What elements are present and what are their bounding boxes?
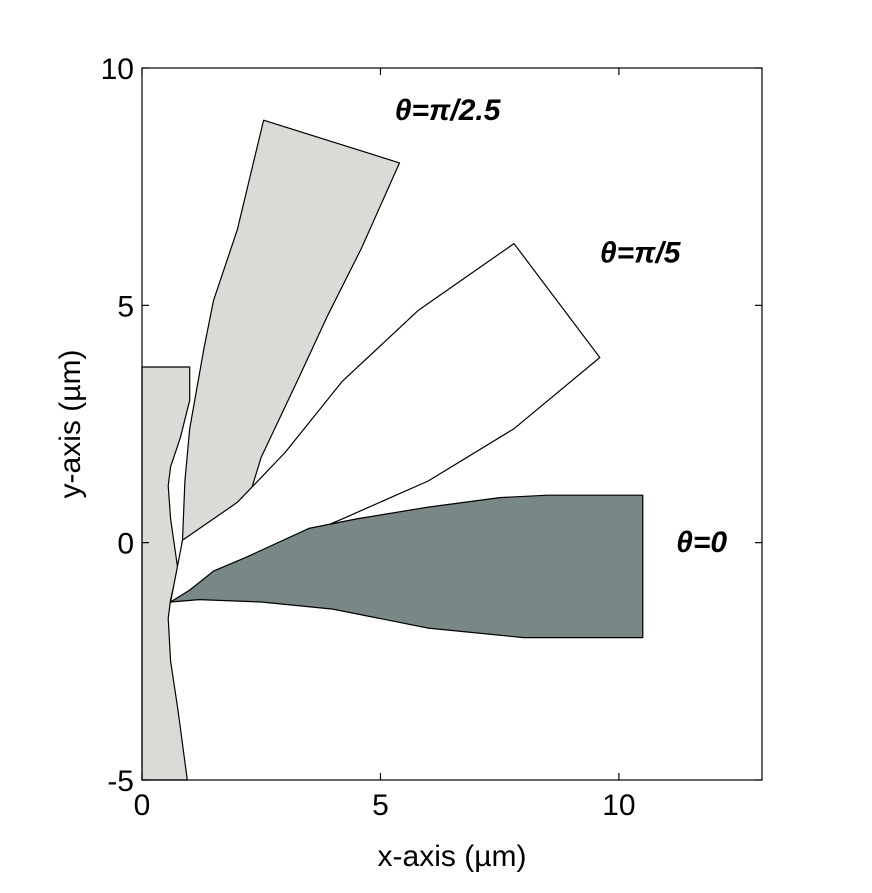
shapes-layer bbox=[141, 119, 644, 781]
x-axis-label: x-axis (µm) bbox=[378, 840, 527, 873]
x-tick-label: 0 bbox=[134, 789, 151, 822]
shape-3 bbox=[170, 494, 644, 639]
x-tick-label: 5 bbox=[372, 789, 389, 822]
shape-annotation: θ=π/2.5 bbox=[395, 94, 502, 127]
y-tick-label: 0 bbox=[117, 528, 134, 561]
labels-layer: x-axis (µm) y-axis (µm) bbox=[54, 350, 526, 873]
plot-frame bbox=[141, 67, 763, 781]
x-tick-label: 10 bbox=[602, 789, 635, 822]
y-tick-label: -5 bbox=[107, 765, 134, 798]
shape-annotation: θ=0 bbox=[676, 526, 727, 559]
y-tick-label: 10 bbox=[101, 53, 134, 86]
y-tick-label: 5 bbox=[117, 290, 134, 323]
shape-annotation: θ=π/5 bbox=[600, 237, 682, 270]
y-axis-label: y-axis (µm) bbox=[54, 350, 87, 499]
annotations-layer: θ=π/2.5 θ=π/5 θ=0 bbox=[395, 94, 728, 559]
shape-0 bbox=[141, 366, 191, 781]
